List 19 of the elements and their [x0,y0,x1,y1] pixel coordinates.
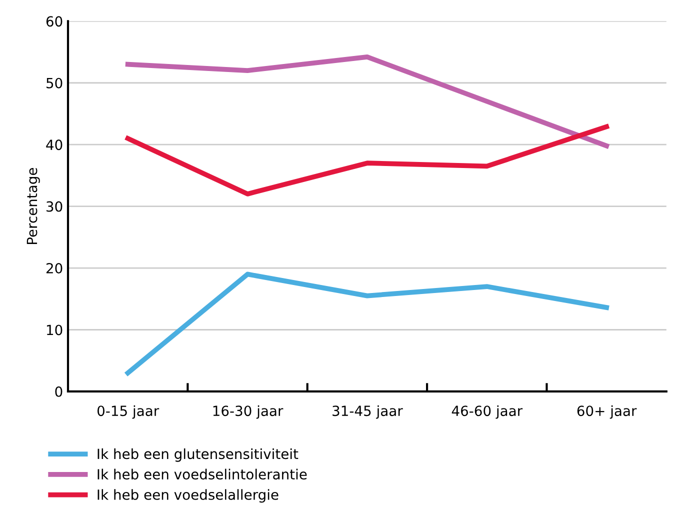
y-tick-label: 0 [55,386,62,397]
x-tick-label: 46-60 jaar [452,405,523,419]
y-tick-label: 60 [46,16,62,27]
line-series [125,54,609,148]
x-tick-label: 0-15 jaar [97,405,160,419]
line-series [125,272,609,376]
x-tick-label: 31-45 jaar [332,405,403,419]
line-series [125,124,609,196]
legend-label: Ik heb een voedselintolerantie [98,468,307,480]
x-tick-label: 60+ jaar [577,405,637,419]
y-axis-title: Percentage [26,168,40,244]
legend-label: Ik heb een glutensensitiviteit [98,448,298,462]
y-tick-label: 50 [46,78,62,88]
legend-label: Ik heb een voedselallergie [98,489,278,503]
y-tick-label: 40 [46,140,62,150]
x-tick-label: 16-30 jaar [213,405,284,419]
y-tick-label: 10 [46,324,62,336]
y-tick-label: 30 [46,201,62,212]
y-tick-label: 20 [46,262,62,274]
